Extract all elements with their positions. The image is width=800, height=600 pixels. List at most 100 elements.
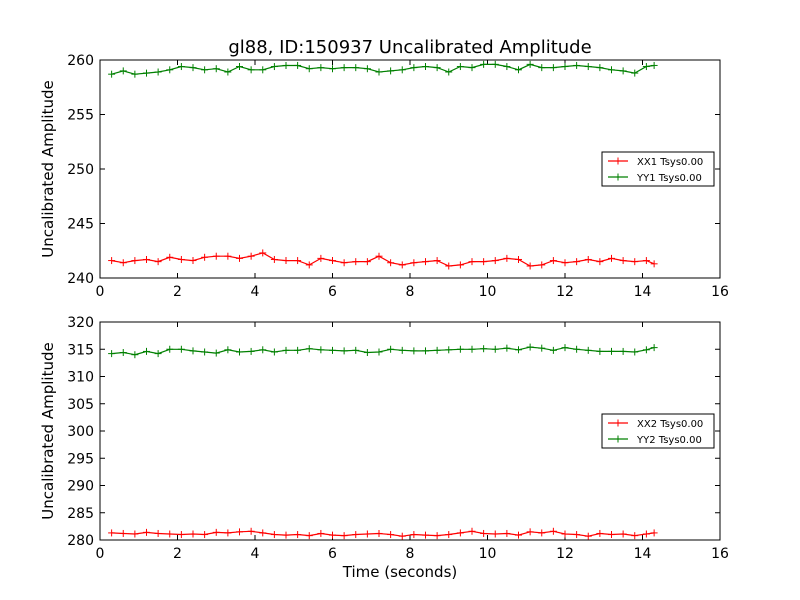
y-tick-label: 260 [67, 53, 94, 69]
data-point [143, 347, 150, 355]
data-point [503, 254, 511, 262]
data-point [526, 343, 534, 351]
data-point [294, 531, 302, 539]
data-point [573, 345, 581, 353]
y-tick-label: 240 [67, 271, 94, 287]
data-point [596, 529, 604, 537]
data-point [573, 531, 581, 539]
data-point [294, 346, 302, 354]
data-point [177, 63, 185, 71]
data-point [108, 529, 116, 537]
data-point [468, 345, 476, 353]
data-point [212, 252, 220, 260]
data-point [515, 66, 522, 74]
data-point [282, 61, 290, 69]
data-point [375, 252, 383, 260]
y-axis-label: Uncalibrated Amplitude [39, 342, 57, 519]
data-point [445, 531, 453, 539]
data-point [236, 63, 243, 71]
data-point [131, 70, 139, 78]
data-point [456, 63, 464, 71]
data-point [480, 345, 488, 353]
data-point [468, 64, 476, 72]
data-point [642, 346, 650, 354]
data-point [305, 65, 313, 73]
data-point [410, 64, 418, 72]
legend-box [601, 151, 715, 187]
data-point [224, 68, 232, 76]
data-point [596, 258, 604, 266]
data-point [515, 531, 522, 539]
data-point [212, 349, 220, 357]
x-tick-label: 12 [556, 546, 574, 562]
data-point [515, 255, 522, 263]
data-point [642, 257, 650, 265]
data-point [166, 253, 174, 261]
data-point [317, 64, 325, 72]
legend-entry: XX2 Tsys0.00 [608, 419, 703, 430]
data-point [305, 345, 313, 353]
data-point [282, 257, 290, 265]
data-point [317, 254, 325, 262]
data-point [247, 527, 255, 535]
data-point [247, 66, 255, 74]
data-point [650, 529, 658, 537]
data-point [398, 532, 406, 540]
data-point [282, 346, 290, 354]
data-point [212, 528, 220, 536]
data-point [119, 259, 127, 267]
data-point [608, 66, 615, 74]
data-point [422, 63, 429, 71]
data-point [189, 347, 197, 355]
data-point [526, 60, 534, 68]
data-point [608, 254, 615, 262]
data-point [375, 529, 383, 537]
data-point [177, 345, 185, 353]
data-point [445, 346, 453, 354]
data-point [503, 344, 511, 352]
y-tick-label: 315 [67, 342, 94, 358]
data-point [398, 261, 406, 269]
data-point [224, 252, 232, 260]
figure-title: gl88, ID:150937 Uncalibrated Amplitude [228, 37, 591, 58]
data-point [305, 532, 313, 540]
x-tick-label: 10 [479, 284, 497, 300]
data-point [154, 529, 162, 537]
data-point [503, 63, 511, 71]
y-tick-label: 250 [67, 162, 94, 178]
data-point [561, 63, 569, 71]
legend-entry: XX1 Tsys0.00 [608, 157, 703, 168]
data-point [619, 347, 627, 355]
data-point [154, 68, 162, 76]
data-point [108, 70, 116, 78]
data-point [491, 257, 499, 265]
data-point [131, 351, 139, 359]
data-point [650, 344, 658, 352]
data-point [584, 255, 592, 263]
x-tick-label: 4 [251, 284, 260, 300]
data-point [433, 257, 441, 265]
data-point [119, 529, 127, 537]
y-tick-label: 280 [67, 533, 94, 549]
data-point [340, 64, 348, 72]
data-point [549, 346, 557, 354]
data-point [538, 261, 546, 269]
data-point [491, 530, 499, 538]
data-point [189, 257, 197, 265]
data-point [282, 531, 290, 539]
data-point [608, 531, 615, 539]
data-point [433, 346, 441, 354]
x-tick-label: 6 [328, 284, 337, 300]
x-tick-label: 14 [634, 284, 652, 300]
data-point [410, 259, 418, 267]
x-tick-label: 16 [711, 284, 729, 300]
data-point [468, 258, 476, 266]
data-point [422, 258, 429, 266]
data-point [526, 528, 534, 536]
data-point [584, 532, 592, 540]
data-point [491, 345, 499, 353]
data-point [584, 63, 592, 71]
data-point [154, 258, 162, 266]
